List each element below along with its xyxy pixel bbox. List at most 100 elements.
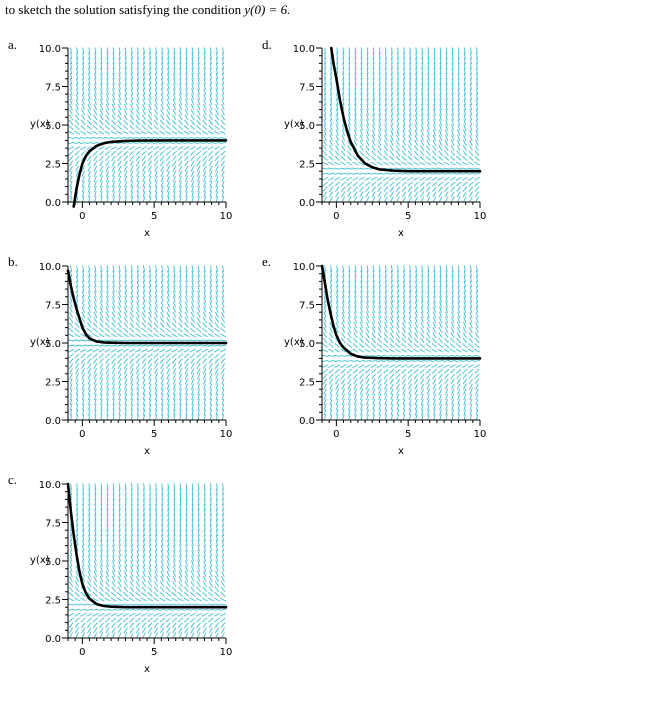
slope-segment (215, 285, 219, 293)
slope-segment (352, 343, 359, 349)
option-a-plot[interactable]: 0.02.55.07.510.00 5 10y(x)x (0, 40, 250, 250)
slope-segment (420, 129, 424, 136)
slope-segment (140, 597, 147, 602)
slope-segment (99, 581, 104, 588)
slope-segment (190, 632, 195, 639)
slope-segment (370, 161, 377, 166)
slope-segment (209, 378, 213, 385)
slope-segment (463, 129, 467, 136)
slope-segment (432, 145, 437, 152)
slope-segment (105, 373, 110, 380)
slope-segment (439, 403, 442, 411)
slope-segment (82, 509, 85, 516)
slope-segment (389, 378, 394, 385)
option-b-plot[interactable]: 0.02.55.07.510.00 5 10y(x)x (0, 258, 250, 468)
slope-segment (74, 591, 80, 597)
slope-segment (137, 493, 139, 501)
slope-segment (221, 529, 225, 536)
slope-segment (324, 52, 326, 59)
option-e-plot[interactable]: 0.02.55.07.510.00 5 10y(x)x (254, 258, 504, 468)
slope-segment (154, 185, 158, 193)
slope-segment (457, 388, 461, 395)
slope-segment (86, 130, 93, 135)
slope-segment (98, 597, 105, 602)
slope-segment (394, 364, 401, 369)
x-tick-label: 5 (151, 647, 157, 658)
slope-segment (112, 544, 115, 552)
slope-segment (189, 141, 196, 144)
slope-segment (106, 285, 109, 293)
slope-segment (323, 291, 327, 298)
slope-segment (136, 280, 140, 288)
slope-segment (178, 581, 183, 588)
slope-segment (148, 170, 152, 177)
slope-segment (154, 103, 158, 111)
slope-segment (185, 47, 188, 54)
slope-segment (185, 62, 188, 70)
slope-segment (155, 52, 158, 59)
slope-segment (112, 519, 115, 526)
slope-segment (414, 196, 419, 203)
slope-segment (414, 393, 418, 401)
slope-segment (221, 373, 225, 380)
slope-segment (366, 83, 369, 90)
slope-segment (365, 383, 370, 390)
slope-segment (68, 363, 74, 370)
y-axis-label: y(x) (30, 337, 50, 348)
slope-segment (70, 52, 73, 59)
slope-segment (378, 270, 381, 277)
slope-segment (323, 403, 327, 411)
slope-segment (469, 321, 473, 329)
slope-segment (425, 176, 432, 181)
slope-segment (142, 296, 146, 303)
slope-segment (221, 185, 225, 193)
slope-segment (214, 160, 219, 167)
slope-segment (348, 306, 351, 313)
slope-segment (136, 509, 139, 516)
slope-segment (141, 622, 147, 628)
slope-segment (415, 280, 418, 288)
slope-segment (372, 296, 375, 303)
slope-segment (408, 409, 412, 416)
slope-segment (462, 196, 467, 203)
slope-segment (396, 275, 399, 283)
slope-segment (196, 160, 201, 167)
slope-segment (333, 167, 341, 170)
slope-segment (219, 612, 226, 617)
slope-segment (431, 155, 438, 161)
slope-segment (433, 296, 436, 303)
slope-segment (330, 67, 333, 75)
option-c-plot[interactable]: 0.02.55.07.510.00 5 10y(x)x (0, 476, 250, 686)
slope-segment (450, 145, 455, 152)
slope-segment (372, 409, 375, 416)
slope-segment (166, 555, 170, 562)
slope-segment (166, 627, 171, 634)
slope-segment (178, 316, 183, 323)
slope-segment (197, 503, 200, 511)
slope-segment (184, 575, 189, 583)
slope-segment (457, 114, 460, 121)
slope-segment (358, 359, 365, 362)
slope-segment (165, 612, 172, 617)
slope-segment (209, 78, 213, 85)
slope-segment (334, 181, 340, 187)
slope-segment (457, 108, 460, 116)
slope-segment (197, 409, 200, 416)
slope-segment (445, 275, 448, 283)
slope-segment (124, 498, 127, 506)
slope-segment (118, 503, 121, 511)
slope-segment (445, 398, 449, 406)
slope-segment (203, 570, 207, 577)
slope-segment (177, 603, 184, 606)
slope-segment (94, 514, 97, 521)
slope-segment (400, 354, 408, 357)
slope-segment (208, 353, 214, 359)
slope-segment (396, 316, 400, 324)
option-d-plot[interactable]: 0.02.55.07.510.00 5 10y(x)x (254, 40, 504, 250)
slope-segment (439, 83, 442, 90)
slope-segment (148, 180, 152, 188)
slope-segment (409, 285, 412, 293)
option-a-letter: a. (8, 37, 18, 52)
slope-segment (136, 514, 139, 521)
slope-segment (449, 348, 456, 353)
